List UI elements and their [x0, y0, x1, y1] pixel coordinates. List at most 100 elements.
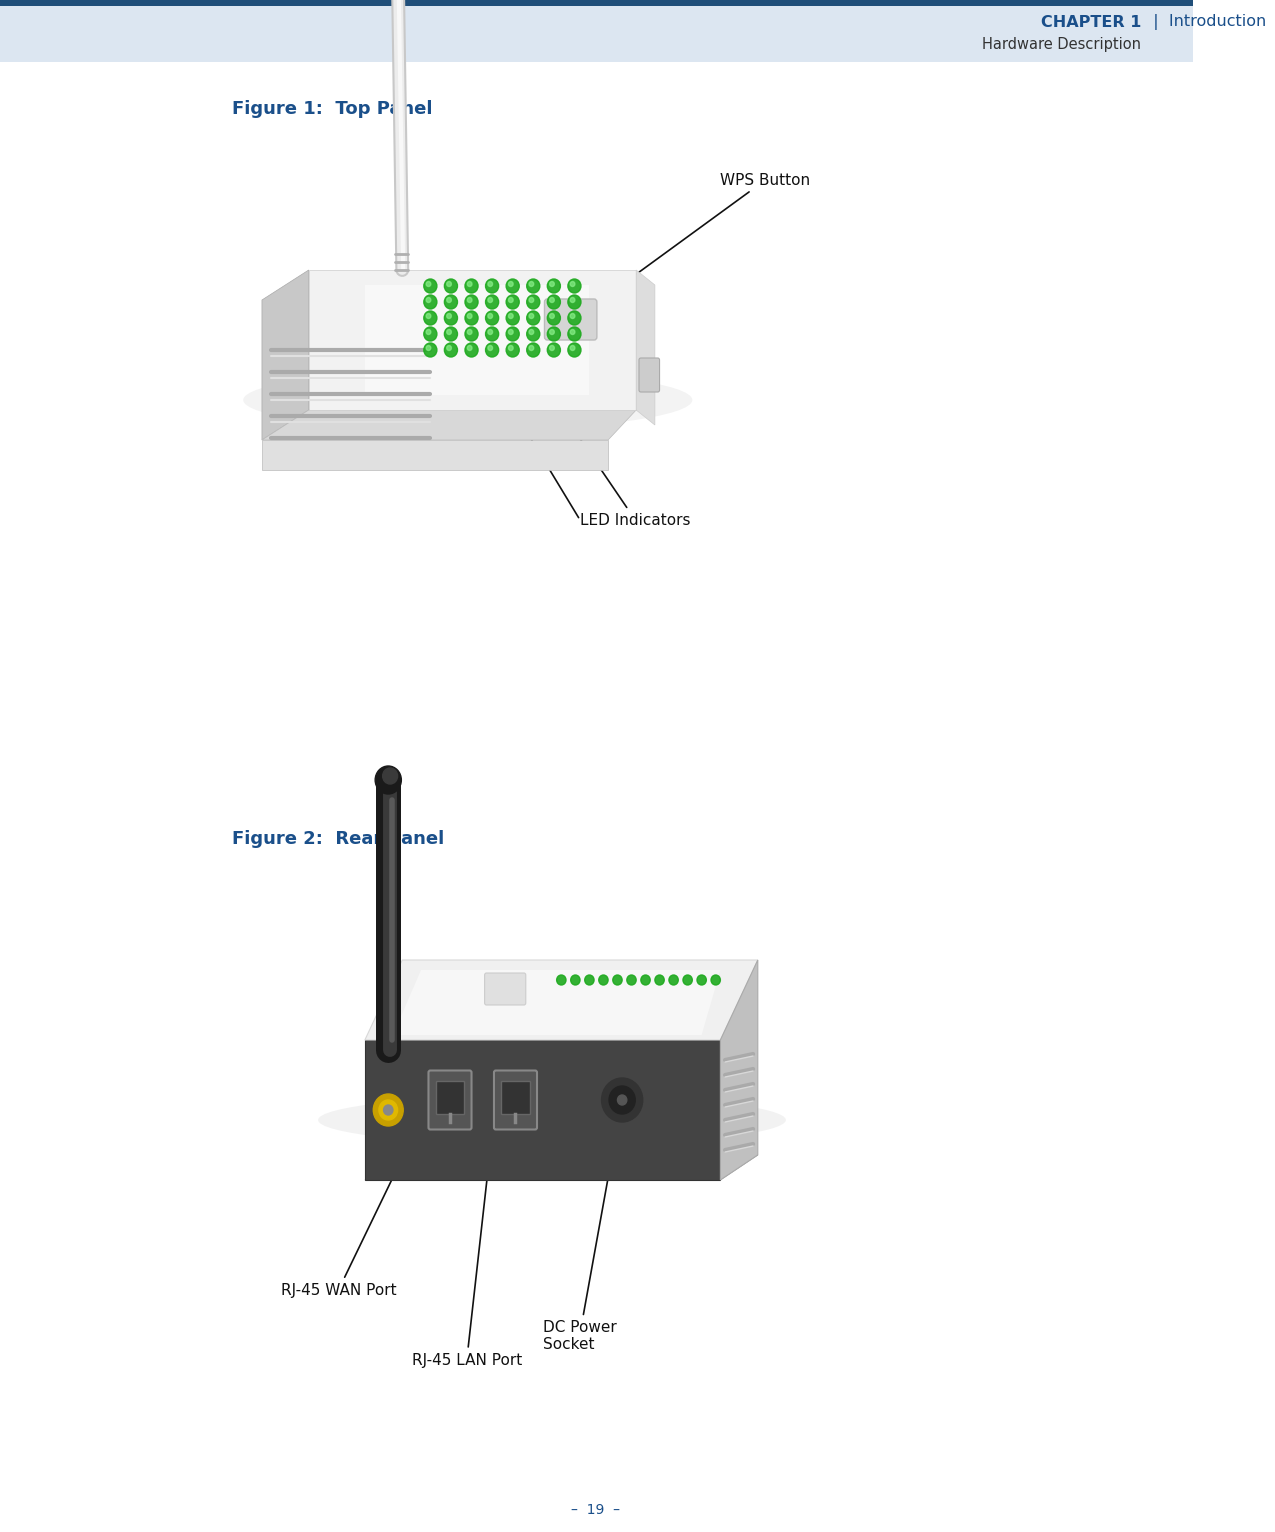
Circle shape: [567, 279, 581, 293]
Polygon shape: [261, 270, 309, 440]
Circle shape: [488, 329, 492, 334]
Bar: [0, 0, 1193, 61]
Circle shape: [382, 768, 398, 784]
Circle shape: [509, 346, 513, 351]
Circle shape: [446, 297, 451, 302]
Circle shape: [445, 343, 458, 357]
FancyBboxPatch shape: [484, 973, 525, 1005]
Circle shape: [506, 296, 519, 309]
Text: |  Introduction: | Introduction: [1144, 14, 1266, 31]
FancyBboxPatch shape: [493, 1071, 537, 1129]
Circle shape: [423, 343, 437, 357]
Circle shape: [506, 326, 519, 342]
Text: Hardware Description: Hardware Description: [982, 37, 1141, 52]
Bar: [501, 1080, 529, 1114]
Circle shape: [423, 279, 437, 293]
Circle shape: [488, 297, 492, 302]
FancyBboxPatch shape: [639, 358, 659, 392]
Circle shape: [465, 279, 478, 293]
Text: Figure 1:  Top Panel: Figure 1: Top Panel: [232, 100, 432, 118]
Circle shape: [465, 296, 478, 309]
Polygon shape: [365, 1155, 757, 1180]
Circle shape: [446, 314, 451, 319]
Circle shape: [506, 311, 519, 325]
Circle shape: [445, 311, 458, 325]
Circle shape: [509, 282, 513, 286]
Circle shape: [527, 326, 539, 342]
Polygon shape: [261, 411, 636, 440]
Circle shape: [613, 974, 622, 985]
Circle shape: [547, 296, 561, 309]
Circle shape: [527, 343, 539, 357]
FancyBboxPatch shape: [544, 299, 597, 340]
Polygon shape: [309, 270, 636, 411]
Polygon shape: [365, 1040, 720, 1180]
Circle shape: [488, 314, 492, 319]
Circle shape: [379, 1100, 398, 1120]
Circle shape: [550, 282, 555, 286]
Circle shape: [384, 1105, 393, 1115]
Circle shape: [446, 329, 451, 334]
Circle shape: [426, 282, 431, 286]
Circle shape: [557, 974, 566, 985]
Circle shape: [445, 326, 458, 342]
FancyBboxPatch shape: [428, 1071, 472, 1129]
Circle shape: [683, 974, 692, 985]
Circle shape: [468, 314, 472, 319]
Circle shape: [550, 346, 555, 351]
Circle shape: [509, 329, 513, 334]
Text: Figure 2:  Rear Panel: Figure 2: Rear Panel: [232, 830, 444, 849]
Circle shape: [445, 296, 458, 309]
Circle shape: [509, 297, 513, 302]
Polygon shape: [365, 285, 589, 395]
Bar: [0, 0, 1193, 6]
Circle shape: [446, 346, 451, 351]
Circle shape: [529, 314, 534, 319]
Circle shape: [527, 296, 539, 309]
Circle shape: [426, 329, 431, 334]
Circle shape: [486, 311, 499, 325]
Text: RJ-45 WAN Port: RJ-45 WAN Port: [280, 1105, 428, 1298]
Circle shape: [529, 282, 534, 286]
Circle shape: [529, 346, 534, 351]
Circle shape: [468, 282, 472, 286]
Circle shape: [423, 296, 437, 309]
Circle shape: [445, 279, 458, 293]
Circle shape: [465, 326, 478, 342]
Text: WPS Button: WPS Button: [575, 173, 811, 319]
Circle shape: [570, 282, 575, 286]
Circle shape: [627, 974, 636, 985]
Circle shape: [527, 279, 539, 293]
Circle shape: [570, 314, 575, 319]
Circle shape: [609, 1086, 635, 1114]
Circle shape: [486, 326, 499, 342]
Circle shape: [468, 297, 472, 302]
Circle shape: [567, 343, 581, 357]
Polygon shape: [636, 270, 655, 424]
Circle shape: [486, 343, 499, 357]
Circle shape: [585, 974, 594, 985]
Ellipse shape: [244, 371, 692, 430]
Circle shape: [547, 311, 561, 325]
Circle shape: [527, 311, 539, 325]
Circle shape: [550, 297, 555, 302]
Circle shape: [567, 326, 581, 342]
Circle shape: [655, 974, 664, 985]
Circle shape: [570, 297, 575, 302]
Circle shape: [506, 343, 519, 357]
Circle shape: [426, 346, 431, 351]
Circle shape: [423, 326, 437, 342]
Circle shape: [486, 279, 499, 293]
Circle shape: [547, 326, 561, 342]
Circle shape: [486, 296, 499, 309]
Polygon shape: [261, 440, 608, 470]
Circle shape: [426, 314, 431, 319]
Text: –  19  –: – 19 –: [571, 1503, 621, 1517]
Circle shape: [570, 329, 575, 334]
Circle shape: [547, 343, 561, 357]
Circle shape: [488, 282, 492, 286]
Circle shape: [602, 1079, 643, 1121]
Text: LED Indicators: LED Indicators: [536, 374, 691, 527]
Circle shape: [446, 282, 451, 286]
Polygon shape: [365, 961, 757, 1040]
